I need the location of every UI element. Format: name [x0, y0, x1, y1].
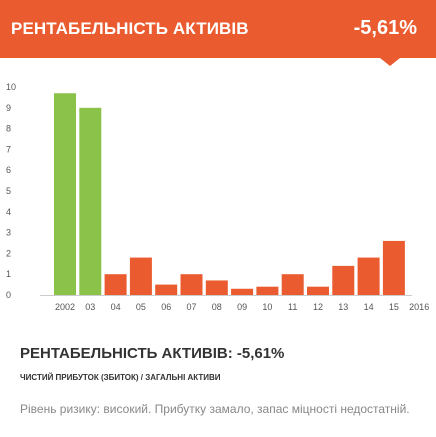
- header-banner: РЕНТАБЕЛЬНІСТЬ АКТИВІВ -5,61%: [0, 0, 436, 58]
- x-tick-label: 04: [111, 302, 121, 312]
- y-tick-label: 9: [6, 103, 11, 113]
- x-tick-label: 15: [389, 302, 399, 312]
- y-tick-label: 3: [6, 228, 11, 238]
- x-tick-label: 12: [313, 302, 323, 312]
- bar-06: [155, 284, 178, 295]
- y-tick-label: 1: [6, 269, 11, 279]
- x-tick-label: 10: [262, 302, 272, 312]
- y-tick-label: 5: [6, 186, 11, 196]
- header-notch: [380, 58, 400, 66]
- header-title: РЕНТАБЕЛЬНІСТЬ АКТИВІВ: [11, 19, 249, 38]
- bar-15: [382, 240, 405, 295]
- x-tick-label: 14: [364, 302, 374, 312]
- y-tick-label: 10: [6, 82, 16, 92]
- bar-08: [205, 280, 228, 295]
- x-tick-label: 09: [237, 302, 247, 312]
- bar-03: [79, 107, 102, 295]
- y-tick-label: 8: [6, 124, 11, 134]
- header-value: -5,61%: [353, 17, 417, 39]
- y-tick-label: 4: [6, 207, 11, 217]
- y-tick-label: 0: [6, 290, 11, 300]
- bar-12: [307, 286, 329, 295]
- metric-formula: ЧИСТИЙ ПРИБУТОК (ЗБИТОК) / ЗАГАЛЬНІ АКТИ…: [20, 373, 221, 382]
- metric-description: Рівень ризику: високий. Прибутку замало,…: [20, 402, 410, 416]
- x-tick-label: 2016: [409, 302, 429, 312]
- x-tick-label: 13: [338, 302, 348, 312]
- bar-13: [332, 265, 355, 295]
- x-tick-label: 07: [186, 302, 196, 312]
- bar-07: [180, 274, 203, 295]
- bar-10: [256, 286, 279, 295]
- x-tick-label: 08: [212, 302, 222, 312]
- bar-04: [104, 274, 127, 295]
- bar-05: [129, 257, 152, 295]
- bar-14: [357, 257, 380, 295]
- x-tick-label: 05: [136, 302, 146, 312]
- x-tick-label: 2002: [55, 302, 75, 312]
- metric-title: РЕНТАБЕЛЬНІСТЬ АКТИВІВ: -5,61%: [20, 345, 285, 362]
- y-tick-label: 2: [6, 248, 11, 258]
- bar-11: [281, 274, 304, 295]
- x-tick-label: 06: [161, 302, 171, 312]
- risk-scale-bar: [25, 82, 32, 295]
- y-tick-label: 7: [6, 144, 11, 154]
- x-tick-label: 11: [288, 302, 297, 312]
- y-tick-label: 6: [6, 165, 11, 175]
- bar-2002: [54, 93, 76, 296]
- x-tick-label: 03: [85, 302, 95, 312]
- bar-09: [231, 288, 254, 295]
